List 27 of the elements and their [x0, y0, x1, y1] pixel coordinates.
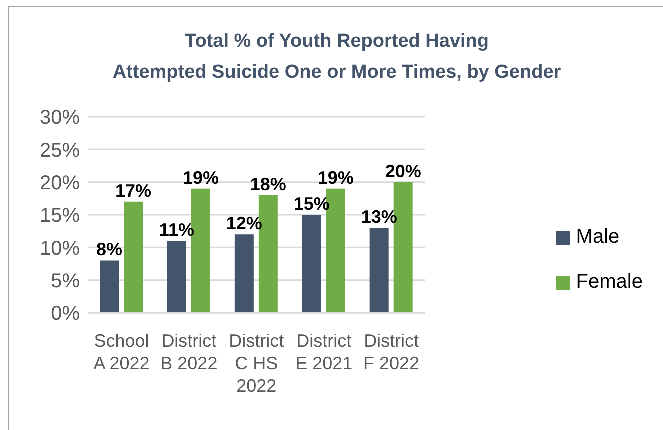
x-tick-label: District C HS 2022	[229, 331, 284, 396]
data-label: 17%	[115, 180, 152, 201]
y-tick-label: 0%	[51, 303, 80, 326]
y-tick-label: 20%	[40, 172, 80, 194]
bar	[124, 202, 143, 313]
data-label: 8%	[96, 240, 123, 260]
bar	[167, 241, 186, 313]
legend-label: Female	[576, 271, 643, 294]
data-label: 19%	[182, 168, 219, 188]
y-tick-label: 30%	[40, 107, 80, 130]
x-tick-label: District F 2022	[364, 331, 420, 374]
bar	[100, 260, 119, 313]
data-label: 18%	[250, 174, 286, 194]
bar	[302, 215, 322, 313]
x-tick-label: District B 2022	[160, 331, 218, 374]
bar	[234, 234, 254, 313]
data-label: 19%	[318, 168, 354, 188]
legend-label: Male	[576, 226, 620, 249]
chart-title: Total % of Youth Reported Having Attempted Suicide One or More Times, by Gender	[112, 30, 562, 85]
y-tick-label: 25%	[40, 140, 80, 162]
bar	[370, 228, 389, 313]
y-tick-label: 15%	[40, 205, 80, 228]
data-label: 20%	[385, 161, 422, 182]
y-tick-label: 5%	[51, 270, 80, 292]
y-tick-label: 10%	[40, 238, 80, 260]
x-tick-label: District E 2021	[296, 331, 353, 374]
x-tick-label: School A 2022	[94, 331, 150, 374]
